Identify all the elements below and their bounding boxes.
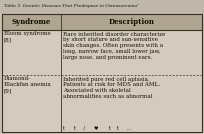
Bar: [0, 0, 204, 14]
Text: Description: Description: [109, 18, 154, 26]
Bar: [2, 14, 202, 30]
Bar: [2, 14, 202, 132]
Bar: [2, 14, 202, 132]
Text: Diamond-
Blackfan anemia
[9]: Diamond- Blackfan anemia [9]: [4, 77, 51, 94]
Text: Table 3. Genetic Diseases That Predispose to Osteosarcomaᵃ: Table 3. Genetic Diseases That Predispos…: [4, 4, 139, 8]
Text: Rare inherited disorder characterize
by short stature and sun-sensitive
skin cha: Rare inherited disorder characterize by …: [63, 31, 165, 60]
Text: Inherited pure red cell aplasia.
Patients at risk for MDS and AML.
Associated wi: Inherited pure red cell aplasia. Patient…: [63, 77, 160, 100]
Text: Syndrome: Syndrome: [12, 18, 51, 26]
Text: t      t     /      ♥       t    t     …: t t / ♥ t t …: [63, 125, 131, 130]
Text: Bloom syndrome
[8]: Bloom syndrome [8]: [4, 31, 51, 42]
